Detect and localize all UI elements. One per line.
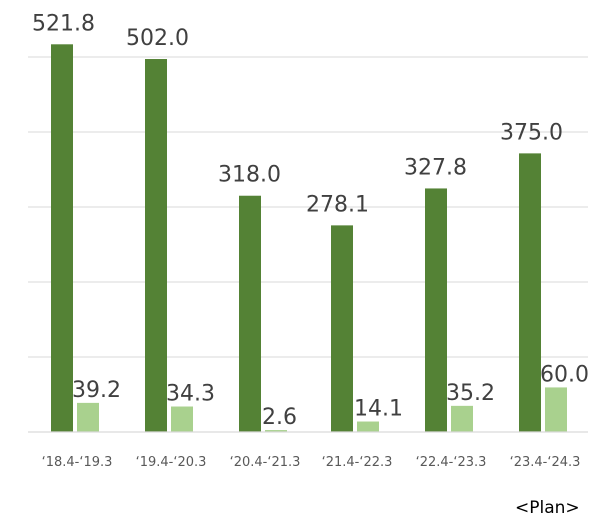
bar-series2-6 (545, 387, 567, 432)
grid-lines (28, 56, 588, 358)
data-label-series2-6: 60.0 (540, 362, 589, 387)
bar-series1-5 (425, 188, 447, 432)
bar-series1-1 (51, 44, 73, 432)
bar-series2-4 (357, 421, 379, 432)
x-axis-tick-labels: ‘18.4-‘19.3 ‘19.4-‘20.3 ‘20.4-‘21.3 ‘21.4-‘… (42, 455, 581, 470)
data-label-series1-3: 318.0 (218, 163, 281, 188)
bar-series1-2 (145, 59, 167, 432)
bar-series1-4 (331, 225, 353, 432)
x-tick-label-4: ‘21.4-‘22.3 (322, 455, 393, 470)
bars (51, 44, 567, 432)
data-label-series2-3: 2.6 (262, 405, 297, 430)
x-tick-label-3: ‘20.4-‘21.3 (230, 455, 301, 470)
bar-series2-1 (77, 402, 99, 432)
x-tick-label-6: ‘23.4-‘24.3 (510, 455, 581, 470)
plan-annotation: <Plan> (515, 498, 580, 518)
data-label-series2-4: 14.1 (354, 397, 403, 422)
data-label-series2-5: 35.2 (446, 381, 495, 406)
bar-series1-6 (519, 153, 541, 432)
x-tick-label-1: ‘18.4-‘19.3 (42, 455, 113, 470)
data-label-series2-2: 34.3 (166, 382, 215, 407)
data-label-series1-1: 521.8 (32, 11, 95, 36)
data-label-series1-2: 502.0 (126, 26, 189, 51)
data-label-series1-6: 375.0 (500, 120, 563, 145)
bar-series2-3 (265, 430, 287, 432)
data-labels: 521.8 39.2 502.0 34.3 318.0 2.6 278.1 14.1 327.8… (32, 11, 589, 430)
bar-series2-5 (451, 405, 473, 432)
data-label-series1-4: 278.1 (306, 192, 369, 217)
data-label-series2-1: 39.2 (72, 378, 121, 403)
bar-series2-2 (171, 406, 193, 432)
data-label-series1-5: 327.8 (404, 155, 467, 180)
x-tick-label-5: ‘22.4-‘23.3 (416, 455, 487, 470)
x-tick-label-2: ‘19.4-‘20.3 (136, 455, 207, 470)
bar-series1-3 (239, 195, 261, 432)
